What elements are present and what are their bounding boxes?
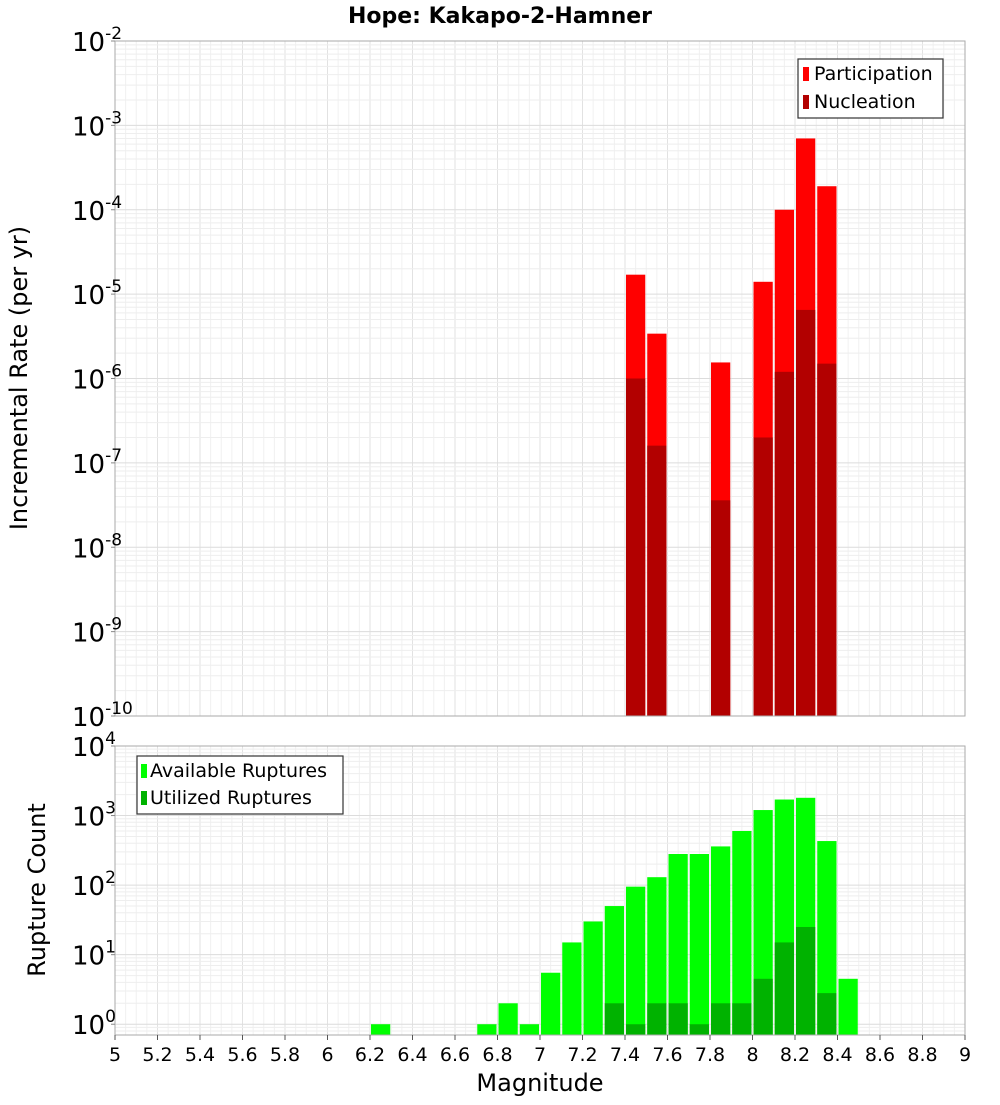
x-tick-label: 5.8 — [270, 1044, 300, 1066]
x-tick-label: 7.6 — [652, 1044, 682, 1066]
x-ticks: 5 5.2 5.4 5.6 5.8 6 6.2 6.4 6.6 6.8 7 7.2 7.4 7.6 7.8 8… — [109, 1035, 971, 1066]
top-y-ticks: 10-2 10-3 10-4 10-5 10-6 10-7 10-8 10-9 10-10 — [72, 24, 133, 733]
series-nucleation — [626, 309, 837, 716]
bar — [604, 1003, 624, 1035]
bar — [774, 371, 794, 716]
bar — [817, 841, 837, 1035]
y-tick-label: 101 — [72, 938, 116, 972]
bar — [626, 886, 646, 1035]
bar — [626, 1024, 646, 1035]
bar — [626, 378, 646, 716]
y-tick-label: 10-9 — [72, 615, 122, 649]
bar — [753, 437, 773, 716]
x-tick-label: 6.2 — [355, 1044, 385, 1066]
bar — [647, 445, 667, 716]
series-utilized-ruptures — [604, 926, 837, 1035]
x-tick-label: 5 — [109, 1044, 121, 1066]
x-tick-label: 8.8 — [907, 1044, 937, 1066]
series-available-ruptures — [371, 797, 858, 1035]
y-tick-label: 10-3 — [72, 108, 122, 142]
y-tick-label: 10-10 — [72, 699, 133, 733]
bar — [562, 942, 582, 1035]
bottom-y-ticks: 104 103 102 101 100 — [72, 729, 116, 1041]
y-tick-label: 104 — [72, 729, 116, 763]
y-tick-label: 10-5 — [72, 277, 122, 311]
x-axis-label: Magnitude — [476, 1069, 603, 1097]
legend-swatch-nucleation — [803, 95, 809, 109]
bar — [689, 854, 709, 1035]
x-tick-label: 7 — [534, 1044, 546, 1066]
x-tick-label: 6.6 — [440, 1044, 470, 1066]
bar — [711, 846, 731, 1035]
x-tick-label: 6 — [321, 1044, 333, 1066]
x-tick-label: 5.4 — [185, 1044, 215, 1066]
x-tick-label: 6.8 — [482, 1044, 512, 1066]
bar — [647, 877, 667, 1035]
legend-available-ruptures: Available Ruptures — [150, 760, 327, 782]
bar — [817, 993, 837, 1035]
bar — [519, 1024, 539, 1035]
y-tick-label: 10-2 — [72, 24, 122, 58]
x-tick-label: 8 — [746, 1044, 758, 1066]
x-tick-label: 8.6 — [865, 1044, 895, 1066]
legend-nucleation: Nucleation — [814, 91, 916, 113]
bar — [732, 830, 752, 1035]
x-tick-label: 5.6 — [227, 1044, 257, 1066]
bar — [689, 1024, 709, 1035]
x-tick-label: 8.2 — [780, 1044, 810, 1066]
bar — [647, 1003, 667, 1035]
x-tick-label: 5.2 — [142, 1044, 172, 1066]
legend-swatch-available — [141, 764, 147, 778]
x-tick-label: 7.4 — [610, 1044, 640, 1066]
y-tick-label: 10-7 — [72, 446, 122, 480]
y-tick-label: 10-4 — [72, 193, 122, 227]
bar — [604, 906, 624, 1035]
top-y-axis-label: Incremental Rate (per yr) — [5, 226, 33, 530]
y-tick-label: 100 — [72, 1007, 116, 1041]
bar — [583, 921, 603, 1035]
legend-swatch-participation — [803, 67, 809, 81]
bar — [711, 500, 731, 716]
bar — [541, 972, 561, 1035]
bar — [796, 309, 816, 716]
y-tick-label: 102 — [72, 868, 116, 902]
bottom-legend: Available Ruptures Utilized Ruptures — [136, 755, 344, 815]
top-plot-area — [114, 40, 966, 717]
bar — [817, 363, 837, 716]
x-tick-label: 6.4 — [397, 1044, 427, 1066]
bar — [371, 1024, 391, 1035]
bar — [838, 978, 858, 1035]
x-tick-label: 7.8 — [695, 1044, 725, 1066]
bar — [711, 1003, 731, 1035]
bar — [774, 942, 794, 1035]
x-tick-label: 9 — [959, 1044, 971, 1066]
grid — [114, 40, 966, 717]
bar — [498, 1003, 518, 1035]
y-tick-label: 10-6 — [72, 362, 122, 396]
x-tick-label: 8.4 — [822, 1044, 852, 1066]
bar — [753, 810, 773, 1035]
bar — [668, 854, 688, 1035]
bar — [668, 1003, 688, 1035]
x-tick-label: 7.2 — [567, 1044, 597, 1066]
legend-participation: Participation — [814, 63, 933, 85]
legend-utilized-ruptures: Utilized Ruptures — [150, 787, 312, 809]
bar — [796, 926, 816, 1035]
legend-swatch-utilized — [141, 791, 147, 805]
y-tick-label: 10-8 — [72, 530, 122, 564]
top-legend: Participation Nucleation — [797, 58, 944, 119]
chart-title: Hope: Kakapo-2-Hamner — [348, 4, 652, 29]
bar — [732, 1003, 752, 1035]
bar — [753, 978, 773, 1035]
y-tick-label: 103 — [72, 799, 116, 833]
bar — [477, 1024, 497, 1035]
bottom-y-axis-label: Rupture Count — [23, 803, 51, 977]
